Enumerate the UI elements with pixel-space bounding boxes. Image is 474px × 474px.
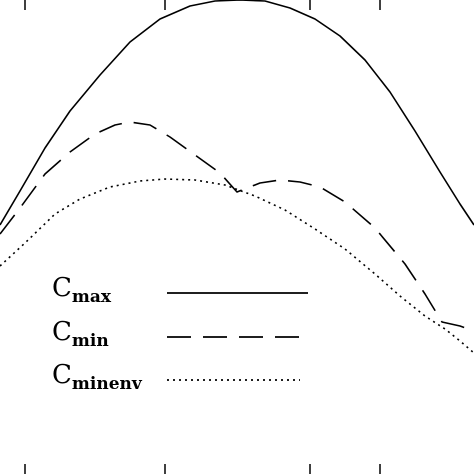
curves-layer — [0, 0, 474, 354]
series-line-max — [0, 0, 474, 226]
axes-frame — [24, 0, 381, 474]
legend: Cmax Cmin Cminenv — [52, 273, 308, 394]
legend-label-minenv: Cminenv — [52, 360, 143, 394]
series-line-min — [0, 121, 474, 332]
legend-label-max: Cmax — [52, 273, 112, 307]
legend-label-min: Cmin — [52, 317, 109, 351]
